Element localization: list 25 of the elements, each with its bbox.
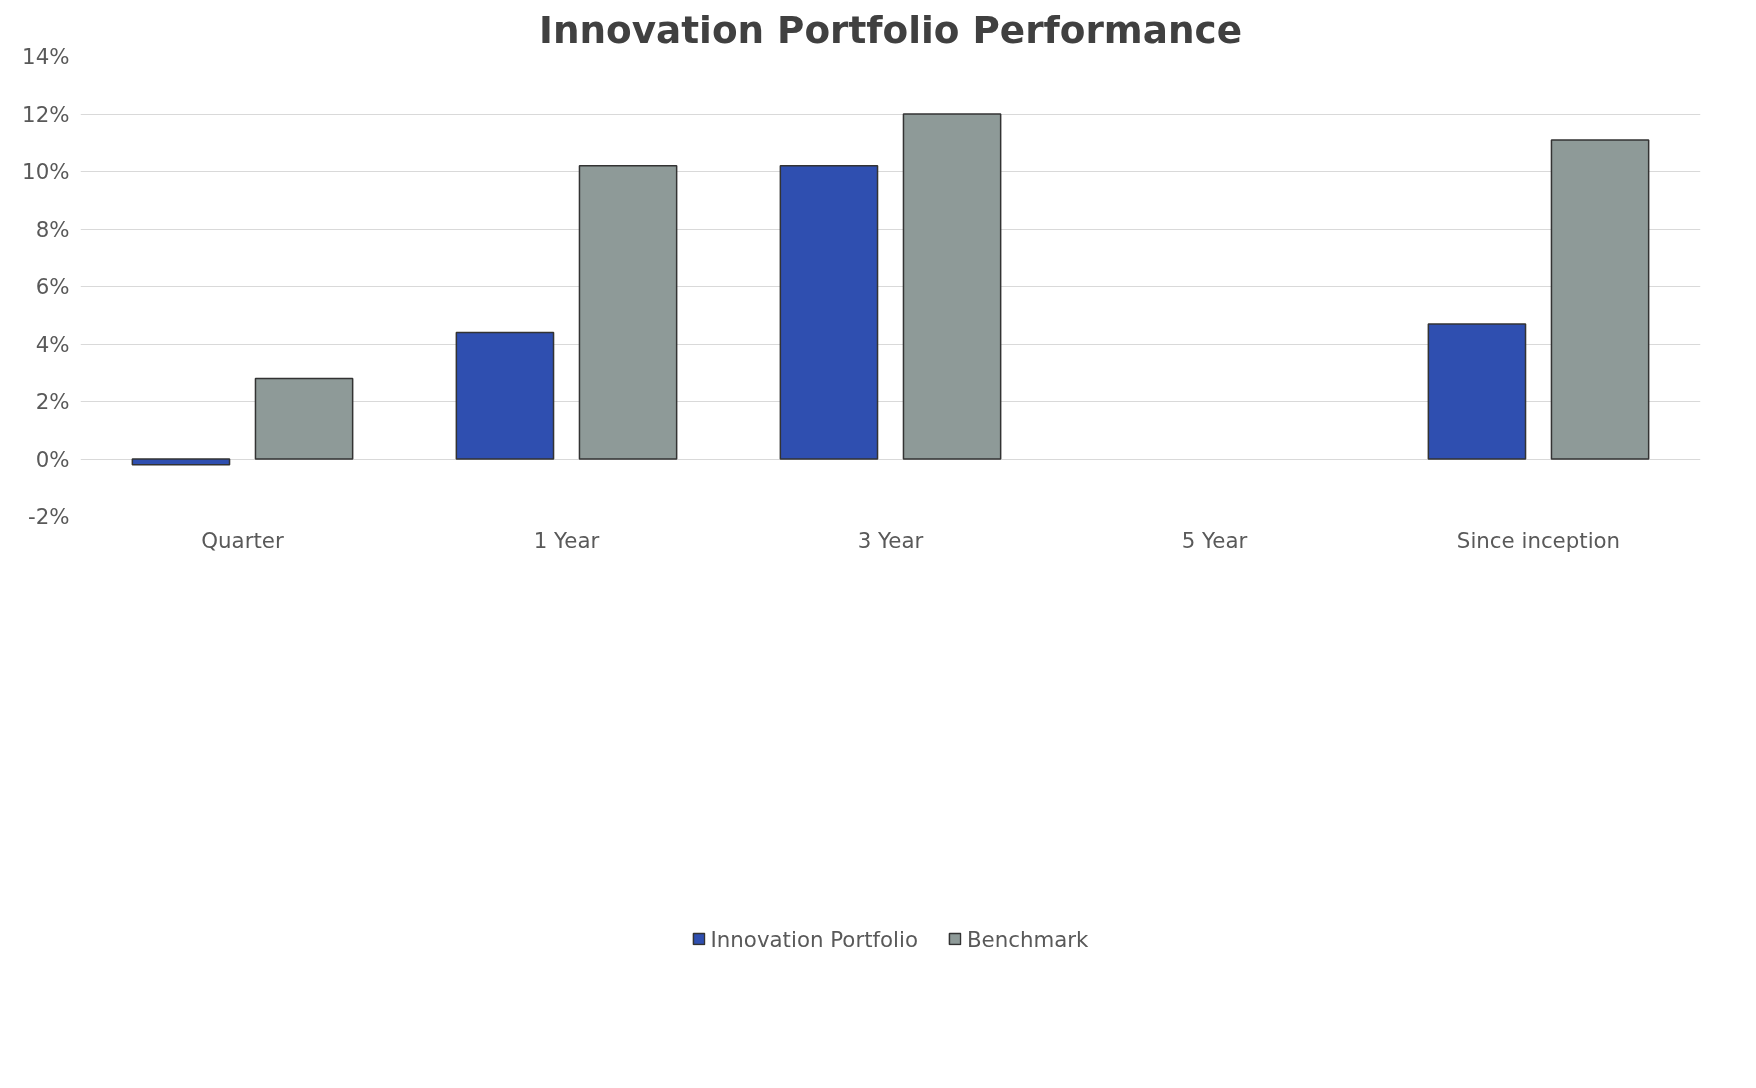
chart-title: Innovation Portfolio Performance: [539, 7, 1242, 52]
x-tick-label: 1 Year: [533, 527, 600, 553]
y-tick-label: 10%: [22, 159, 70, 184]
y-tick-label: 0%: [35, 446, 70, 472]
bar: [254, 377, 354, 460]
y-tick-label: -2%: [27, 504, 70, 529]
bar: [779, 165, 879, 460]
y-tick-label: 14%: [22, 44, 70, 69]
bar: [902, 113, 1002, 460]
bar: [1427, 323, 1527, 460]
bar: [578, 165, 678, 460]
legend-label: Innovation Portfolio: [710, 926, 918, 952]
x-tick-label: 5 Year: [1181, 527, 1248, 553]
x-tick-label: Quarter: [201, 527, 284, 553]
bar: [455, 331, 555, 460]
x-tick-label: 3 Year: [857, 527, 924, 553]
y-tick-label: 12%: [22, 101, 70, 127]
x-tick-label: Since inception: [1456, 527, 1621, 553]
bar: [1550, 139, 1650, 460]
y-tick-label: 8%: [35, 216, 70, 242]
legend-label: Benchmark: [966, 926, 1089, 952]
y-tick-label: 4%: [35, 331, 70, 357]
bar: [131, 458, 231, 466]
y-tick-label: 6%: [35, 274, 70, 299]
y-tick-label: 2%: [35, 389, 70, 414]
